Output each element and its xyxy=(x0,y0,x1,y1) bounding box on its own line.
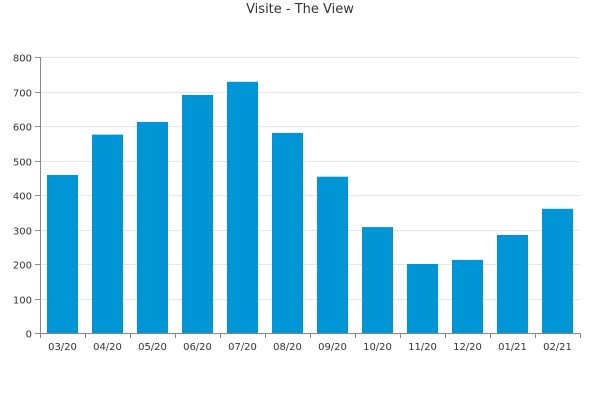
axes xyxy=(35,57,581,338)
bars xyxy=(47,81,573,334)
x-tick-label: 10/20 xyxy=(363,342,392,353)
bar xyxy=(497,235,528,333)
y-tick-label: 100 xyxy=(13,296,32,307)
x-tick-label: 12/20 xyxy=(453,342,482,353)
gridlines xyxy=(40,57,580,300)
bar xyxy=(92,134,123,333)
bar xyxy=(317,176,348,333)
bar xyxy=(227,81,258,333)
x-tick-label: 04/20 xyxy=(93,342,122,353)
bar xyxy=(362,227,393,333)
y-tick-label: 700 xyxy=(13,89,32,100)
x-tick-label: 05/20 xyxy=(138,342,167,353)
x-tick-label: 07/20 xyxy=(228,342,257,353)
x-tick-label: 02/21 xyxy=(543,342,572,353)
bar xyxy=(137,121,168,334)
chart-title: Visite - The View xyxy=(246,2,354,17)
y-tick-label: 800 xyxy=(13,54,32,65)
bar xyxy=(272,132,303,333)
bar xyxy=(407,264,438,333)
x-tick-label: 08/20 xyxy=(273,342,302,353)
bar xyxy=(47,175,78,333)
bar xyxy=(452,259,483,333)
y-tick-label: 300 xyxy=(13,227,32,238)
x-tick-label: 11/20 xyxy=(408,342,437,353)
x-tick-label: 01/21 xyxy=(498,342,527,353)
y-tick-label: 0 xyxy=(26,330,32,341)
y-tick-label: 400 xyxy=(13,192,32,203)
bar xyxy=(542,208,573,333)
x-tick-labels: 03/20 04/20 05/20 06/20 07/20 08/20 09/20 10/20… xyxy=(48,342,572,353)
x-tick-label: 09/20 xyxy=(318,342,347,353)
y-tick-label: 500 xyxy=(13,158,32,169)
x-tick-label: 06/20 xyxy=(183,342,212,353)
bar xyxy=(182,94,213,334)
x-tick-label: 03/20 xyxy=(48,342,77,353)
y-tick-label: 200 xyxy=(13,261,32,272)
y-tick-label: 600 xyxy=(13,123,32,134)
y-tick-labels: 0 100 200 300 400 500 600 700 800 xyxy=(13,54,32,341)
